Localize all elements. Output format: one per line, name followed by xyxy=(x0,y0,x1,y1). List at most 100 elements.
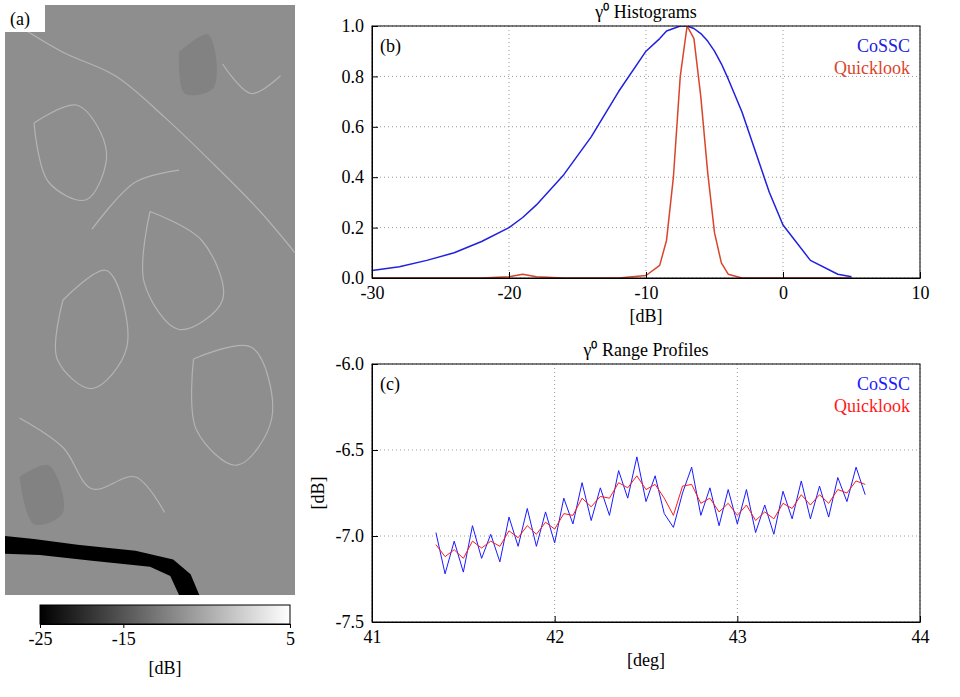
tick-label: -30 xyxy=(361,283,385,303)
panel-letter: (c) xyxy=(380,374,400,395)
y-tick: 0.8 xyxy=(342,67,379,87)
x-axis: -30 -20 -10 0 10 xyxy=(361,272,930,303)
tick-mark xyxy=(123,624,124,628)
tick-label: -7.5 xyxy=(336,612,365,632)
tick-mark xyxy=(555,616,556,622)
image-texture xyxy=(92,170,179,229)
y-axis: 0.0 0.2 0.4 0.6 0.8 1.0 xyxy=(342,16,379,288)
image-texture xyxy=(34,105,107,201)
plot-area xyxy=(436,457,865,574)
axis-line xyxy=(372,27,373,279)
tick-label: 0 xyxy=(779,283,788,303)
plot-area xyxy=(372,26,852,278)
image-texture xyxy=(143,212,224,330)
tick-mark xyxy=(783,272,784,278)
image-texture xyxy=(223,64,281,94)
tick-mark xyxy=(372,278,378,279)
panel-letter-background xyxy=(5,5,45,32)
x-axis-title: [deg] xyxy=(627,650,665,670)
grid-line xyxy=(783,26,784,278)
chart-title: γ⁰ Histograms xyxy=(594,2,696,22)
tick-label: 0.8 xyxy=(342,67,365,87)
tick-mark xyxy=(372,26,378,27)
series-line xyxy=(436,476,865,559)
chart-title: γ⁰ Range Profiles xyxy=(583,340,709,360)
line-panel: 41424344-7.5-7.0-6.5-6.0γ⁰ Range Profile… xyxy=(308,340,930,670)
tick-mark xyxy=(290,624,291,628)
plot-frame xyxy=(372,26,920,278)
tick-label: 0.4 xyxy=(342,167,365,187)
line-panel: -30 -20 -10 0 10 0.0 0.2 0.4 0.6 0.8 1.0 γ⁰ Histogr… xyxy=(342,2,930,326)
colorbar-axis: -25 -15 5 xyxy=(29,624,296,649)
y-axis-title: [dB] xyxy=(308,477,328,510)
tick-label: 1.0 xyxy=(342,16,365,36)
tick-label: -20 xyxy=(498,283,522,303)
series-line xyxy=(372,26,852,277)
panel-letter: (a) xyxy=(10,9,30,30)
colorbar-label: [dB] xyxy=(149,658,182,678)
y-tick: 0.2 xyxy=(342,218,379,238)
image-texture xyxy=(55,270,127,388)
plot-frame xyxy=(372,364,920,622)
legend-entry: CoSSC xyxy=(857,374,910,394)
colorbar xyxy=(40,605,290,624)
axis-line xyxy=(373,278,921,279)
image-panel: (a) -25 -15 5 [dB] xyxy=(5,5,295,678)
colorbar-tick: -15 xyxy=(112,624,136,649)
x-axis: 41424344 xyxy=(364,616,930,647)
x-tick: 10 xyxy=(912,272,930,303)
legend: CoSSCQuicklook xyxy=(834,374,910,416)
tick-mark xyxy=(372,228,378,229)
grid-line xyxy=(372,450,920,451)
tick-mark xyxy=(372,622,378,623)
x-tick: 43 xyxy=(729,616,747,647)
x-tick: 0 xyxy=(779,272,788,303)
grid-line xyxy=(372,536,920,537)
tick-label: 5 xyxy=(286,629,295,649)
tick-label: 43 xyxy=(729,627,747,647)
tick-label: 0.0 xyxy=(342,268,365,288)
tick-label: -6.0 xyxy=(336,354,365,374)
legend-entry: CoSSC xyxy=(857,36,910,56)
series-line xyxy=(436,457,865,574)
y-axis: -7.5 -7.0 -6.5 -6.0 xyxy=(336,354,379,632)
tick-mark xyxy=(509,272,510,278)
tick-label: -25 xyxy=(29,629,53,649)
panel-letter: (b) xyxy=(380,36,401,57)
tick-label: 10 xyxy=(912,283,930,303)
tick-mark xyxy=(920,272,921,278)
tick-mark xyxy=(372,536,378,537)
river xyxy=(5,536,199,595)
image-texture xyxy=(20,465,65,525)
y-tick: -7.0 xyxy=(336,526,379,546)
tick-label: 42 xyxy=(546,627,564,647)
tick-mark xyxy=(40,624,41,628)
image-texture xyxy=(179,34,217,95)
y-tick: 0.4 xyxy=(342,167,379,187)
tick-mark xyxy=(646,272,647,278)
grid-line xyxy=(509,26,510,278)
axis-line xyxy=(373,622,921,623)
tick-label: -6.5 xyxy=(336,440,365,460)
grid-line xyxy=(372,126,920,127)
colorbar-tick: 5 xyxy=(286,624,295,649)
tick-mark xyxy=(372,76,378,77)
grid-line xyxy=(646,26,647,278)
series-line xyxy=(372,26,852,278)
tick-label: 0.6 xyxy=(342,117,365,137)
x-tick: 44 xyxy=(912,616,930,647)
axis-line xyxy=(41,624,291,625)
x-tick: -20 xyxy=(498,272,522,303)
tick-mark xyxy=(737,616,738,622)
tick-label: 44 xyxy=(912,627,930,647)
y-tick: 0.0 xyxy=(342,268,379,288)
x-axis-title: [dB] xyxy=(630,306,663,326)
x-tick: -10 xyxy=(635,272,659,303)
y-tick: -7.5 xyxy=(336,612,379,632)
grid-line xyxy=(372,177,920,178)
grid xyxy=(372,26,920,278)
tick-mark xyxy=(372,450,378,451)
tick-label: -7.0 xyxy=(336,526,365,546)
tick-label: 0.2 xyxy=(342,218,365,238)
tick-mark xyxy=(372,127,378,128)
